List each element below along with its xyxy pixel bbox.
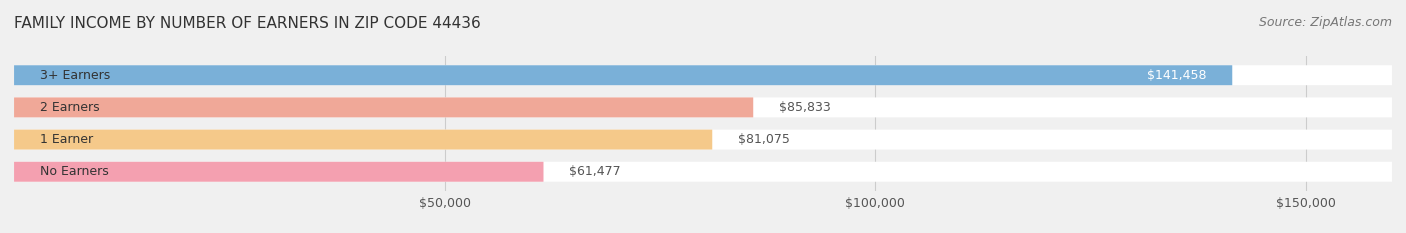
Text: $85,833: $85,833 xyxy=(779,101,831,114)
FancyBboxPatch shape xyxy=(14,130,1392,150)
Text: No Earners: No Earners xyxy=(39,165,108,178)
Text: 3+ Earners: 3+ Earners xyxy=(39,69,110,82)
FancyBboxPatch shape xyxy=(14,162,1392,182)
Text: 2 Earners: 2 Earners xyxy=(39,101,100,114)
Text: 1 Earner: 1 Earner xyxy=(39,133,93,146)
Text: FAMILY INCOME BY NUMBER OF EARNERS IN ZIP CODE 44436: FAMILY INCOME BY NUMBER OF EARNERS IN ZI… xyxy=(14,16,481,31)
FancyBboxPatch shape xyxy=(14,65,1232,85)
FancyBboxPatch shape xyxy=(14,130,713,150)
Text: Source: ZipAtlas.com: Source: ZipAtlas.com xyxy=(1258,16,1392,29)
Text: $141,458: $141,458 xyxy=(1147,69,1206,82)
FancyBboxPatch shape xyxy=(14,97,1392,117)
FancyBboxPatch shape xyxy=(14,97,754,117)
FancyBboxPatch shape xyxy=(14,162,544,182)
Text: $81,075: $81,075 xyxy=(738,133,790,146)
FancyBboxPatch shape xyxy=(14,65,1392,85)
Text: $61,477: $61,477 xyxy=(569,165,621,178)
